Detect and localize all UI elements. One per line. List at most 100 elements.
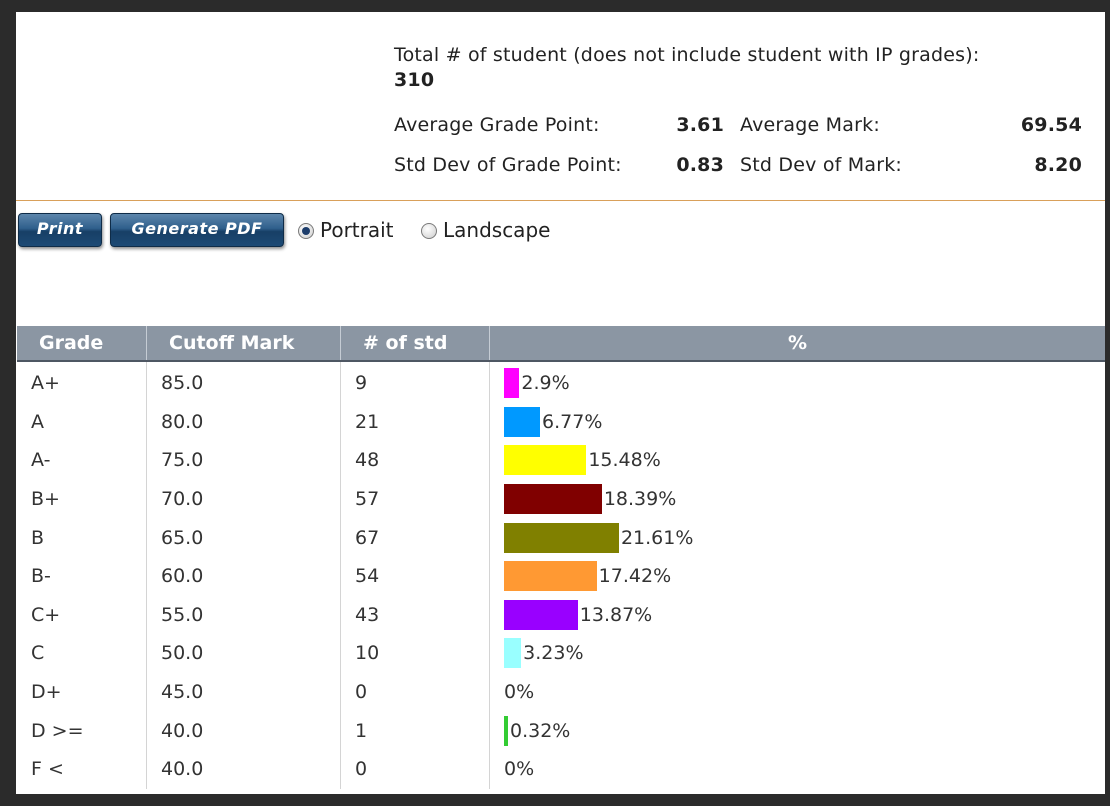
- table-row: D >= 40.0 1 0.32%: [17, 711, 1105, 750]
- average-mark-label: Average Mark:: [740, 114, 880, 136]
- percent-label: 0%: [504, 681, 535, 704]
- percent-cell: 0.32%: [490, 711, 1106, 750]
- student-count-cell: 67: [340, 518, 490, 557]
- cutoff-mark-cell: 50.0: [146, 634, 341, 673]
- table-header-row: Grade Cutoff Mark # of std %: [17, 326, 1105, 362]
- table-row: B 65.0 67 21.61%: [17, 518, 1105, 557]
- student-count-cell: 54: [340, 556, 490, 596]
- student-count-cell: 1: [340, 711, 490, 750]
- table-row: B+ 70.0 57 18.39%: [17, 479, 1106, 519]
- portrait-label: Portrait: [320, 218, 394, 242]
- percent-bar: [504, 715, 508, 746]
- header-cutoff-mark[interactable]: Cutoff Mark: [146, 326, 341, 362]
- student-count-cell: 48: [340, 441, 490, 480]
- percent-cell: 21.61%: [490, 518, 1106, 557]
- cutoff-mark-cell: 65.0: [146, 518, 341, 557]
- table-row: F <40.0 0 0%: [17, 749, 1106, 789]
- student-count-cell: 0: [340, 672, 490, 712]
- section-divider: [16, 200, 1105, 201]
- percent-label: 13.87%: [579, 603, 653, 626]
- percent-bar: [504, 484, 602, 515]
- percent-label: 0.32%: [510, 719, 571, 742]
- cutoff-mark-cell: 45.0: [146, 672, 341, 712]
- student-count-cell: 0: [340, 749, 490, 789]
- grade-cell: B-: [17, 556, 147, 596]
- average-grade-point-label: Average Grade Point:: [394, 114, 600, 136]
- percent-bar: [504, 368, 520, 399]
- average-mark-value: 69.54: [1020, 114, 1082, 136]
- percent-cell: 2.9%: [490, 361, 1106, 403]
- landscape-option[interactable]: Landscape: [421, 217, 550, 243]
- grade-cell: B: [17, 518, 147, 557]
- table-row: C 50.0 10 3.23%: [17, 634, 1105, 673]
- table-row: A+ 85.0 9 2.9%: [17, 361, 1105, 403]
- cutoff-mark-cell: 55.0: [146, 595, 341, 635]
- landscape-radio[interactable]: [421, 223, 437, 239]
- portrait-radio[interactable]: [298, 223, 314, 239]
- percent-label: 21.61%: [620, 526, 694, 549]
- generate-pdf-button[interactable]: Generate PDF: [110, 213, 284, 247]
- average-grade-point-value: 3.61: [676, 114, 724, 136]
- grade-distribution-table: Grade Cutoff Mark # of std % A+ 85.0 9 2.9%…: [17, 326, 1105, 789]
- std-dev-grade-point-label: Std Dev of Grade Point:: [394, 154, 622, 176]
- cutoff-mark-cell: 40.0: [146, 711, 341, 750]
- percent-label: 3.23%: [523, 642, 584, 665]
- student-count-cell: 10: [340, 634, 490, 673]
- percent-cell: 17.42%: [490, 557, 1106, 596]
- header-percent[interactable]: %: [489, 326, 1105, 362]
- table-row: A- 75.0 48 15.48%: [17, 441, 1105, 480]
- table-row: B- 60.0 54 17.42%: [17, 556, 1106, 596]
- student-count-cell: 21: [340, 402, 490, 442]
- table-row: A 80.0 21 6.77%: [17, 402, 1106, 442]
- std-dev-grade-point-value: 0.83: [676, 154, 724, 176]
- percent-label: 6.77%: [542, 410, 603, 433]
- student-count-cell: 57: [340, 479, 490, 519]
- percent-label: 2.9%: [521, 372, 570, 395]
- grade-cell: C: [17, 634, 147, 673]
- grade-cell: C+: [17, 595, 147, 635]
- grade-cell: F <: [17, 749, 147, 789]
- cutoff-mark-cell: 80.0: [146, 402, 341, 442]
- report-panel: Total # of student (does not include stu…: [16, 12, 1105, 794]
- std-dev-mark-label: Std Dev of Mark:: [740, 154, 903, 176]
- percent-bar: [504, 406, 541, 437]
- table-row: D+ 45.0 0 0%: [17, 672, 1106, 712]
- percent-label: 18.39%: [603, 488, 677, 511]
- percent-cell: 0%: [490, 673, 1106, 712]
- cutoff-mark-cell: 70.0: [146, 479, 341, 519]
- student-count-cell: 9: [340, 361, 490, 403]
- grade-cell: D+: [17, 672, 147, 712]
- portrait-option[interactable]: Portrait: [298, 217, 394, 243]
- percent-label: 15.48%: [588, 449, 661, 472]
- grade-cell: D >=: [17, 711, 147, 750]
- total-students-label: Total # of student (does not include stu…: [394, 44, 980, 66]
- percent-bar: [504, 638, 522, 669]
- percent-bar: [504, 599, 578, 630]
- cutoff-mark-cell: 85.0: [146, 361, 341, 403]
- percent-cell: 18.39%: [490, 480, 1106, 519]
- cutoff-mark-cell: 75.0: [146, 441, 341, 480]
- percent-cell: 6.77%: [490, 403, 1106, 442]
- student-count-cell: 43: [340, 595, 490, 635]
- std-dev-mark-value: 8.20: [1034, 154, 1082, 176]
- total-students-value: 310: [394, 69, 435, 91]
- percent-label: 17.42%: [598, 565, 672, 588]
- percent-cell: 0%: [490, 750, 1106, 789]
- cutoff-mark-cell: 60.0: [146, 556, 341, 596]
- grade-cell: A+: [17, 361, 147, 403]
- grade-cell: B+: [17, 479, 147, 519]
- percent-cell: 3.23%: [490, 634, 1106, 673]
- percent-label: 0%: [504, 758, 535, 781]
- percent-bar: [504, 445, 587, 476]
- percent-cell: 15.48%: [490, 441, 1106, 480]
- cutoff-mark-cell: 40.0: [146, 749, 341, 789]
- print-button[interactable]: Print: [18, 213, 102, 247]
- percent-bar: [504, 522, 619, 553]
- header-student-count[interactable]: # of std: [340, 326, 490, 362]
- table-row: C+ 55.0 43 13.87%: [17, 595, 1106, 635]
- header-grade[interactable]: Grade: [17, 326, 147, 362]
- percent-bar: [504, 561, 597, 592]
- landscape-label: Landscape: [443, 218, 551, 242]
- percent-cell: 13.87%: [490, 596, 1106, 635]
- grade-cell: A: [17, 402, 147, 442]
